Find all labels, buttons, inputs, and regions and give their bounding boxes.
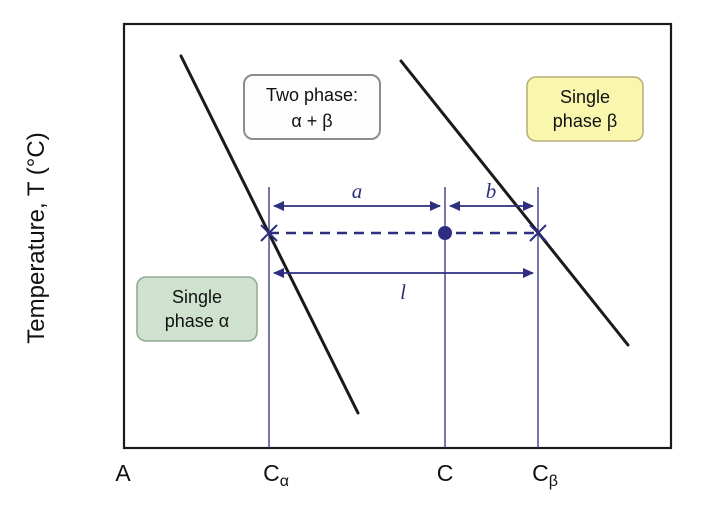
single-phase-alpha-box: Single phase α — [136, 276, 258, 342]
single-phase-beta-box: Single phase β — [526, 76, 644, 142]
segment-b-label: b — [486, 179, 497, 203]
two-phase-label-line2: α + β — [291, 111, 332, 131]
single-phase-beta-line1: Single — [560, 87, 610, 107]
tie-line-right-x-mark — [529, 224, 547, 242]
two-phase-label-line1: Two phase: — [266, 85, 358, 105]
plot-frame — [122, 22, 673, 450]
x-axis-label-c-beta: Cβ — [532, 460, 558, 490]
overall-composition-dot — [438, 226, 452, 240]
y-axis-label: Temperature, T (°C) — [23, 132, 50, 343]
single-phase-beta-line2: phase β — [553, 111, 617, 131]
two-phase-region-box: Two phase: α + β — [243, 74, 381, 140]
single-phase-alpha-line1: Single — [172, 287, 222, 307]
tie-line-left-x-mark — [260, 224, 278, 242]
single-phase-alpha-line2: phase α — [165, 311, 229, 331]
x-axis-label-c-alpha: Cα — [263, 460, 289, 490]
x-axis-label-a: A — [115, 460, 131, 486]
segment-a-label: a — [352, 179, 363, 203]
segment-l-label: l — [400, 280, 406, 304]
x-axis-label-c: C — [437, 460, 454, 486]
